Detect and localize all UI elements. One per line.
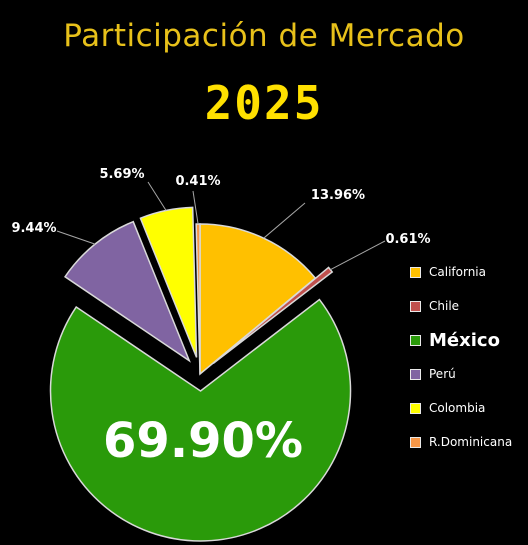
legend-item-peru: Perú [410,364,456,384]
slice-r-dominicana [195,223,201,375]
data-label-california: 13.96% [311,188,365,203]
data-label-peru: 9.44% [11,221,56,236]
legend-swatch-mexico [410,334,421,346]
legend-item-colombia: Colombia [410,398,485,418]
slice-peru [64,220,191,363]
legend-label-colombia: Colombia [429,401,486,415]
data-label-chile: 0.61% [385,232,430,247]
data-label-mexico: 69.90% [103,413,303,469]
legend-swatch-r-dominicana [410,436,421,448]
leader-line-california [263,202,306,239]
data-label-r-dominicana: 0.41% [175,174,220,189]
legend-swatch-chile [410,300,421,312]
legend-swatch-peru [410,368,421,380]
data-label-colombia: 5.69% [99,167,144,182]
chart-title: Participación de Mercado [63,18,465,54]
leader-line-r-dominicana [192,190,199,225]
slice-mexico [49,298,352,542]
legend-label-chile: Chile [429,299,460,313]
legend-label-peru: Perú [429,367,456,381]
leader-line-colombia [147,181,167,211]
legend-item-r-dominicana: R.Dominicana [410,432,512,452]
leader-line-peru [56,230,96,245]
legend-label-r-dominicana: R.Dominicana [429,435,513,449]
legend-label-california: California [429,265,486,279]
legend-item-mexico: México [410,329,500,351]
slice-california [199,223,317,376]
legend-item-chile: Chile [410,296,459,316]
legend-swatch-california [410,266,421,278]
legend-swatch-colombia [410,402,421,414]
chart-year: 2025 [204,76,324,130]
slice-chile [212,266,334,364]
legend-item-california: California [410,262,486,282]
leader-line-chile [330,240,386,271]
legend-label-mexico: México [429,329,500,351]
